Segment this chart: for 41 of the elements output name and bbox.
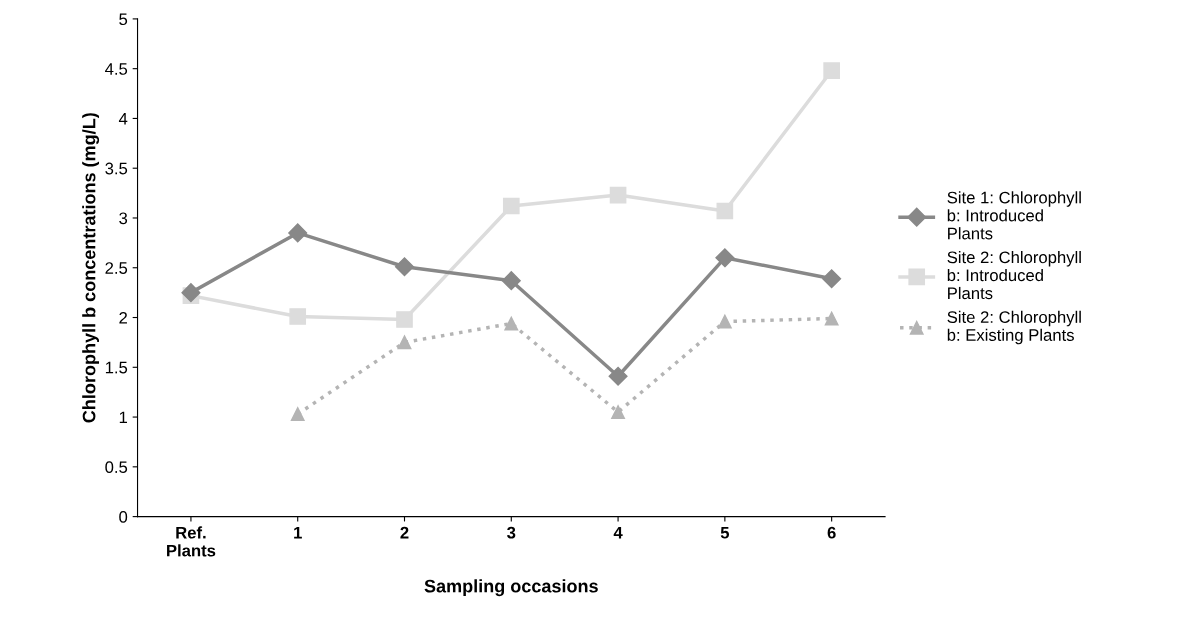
x-tick-label: 6 — [827, 526, 836, 539]
y-tick-label: 2 — [119, 311, 127, 324]
point — [824, 311, 839, 326]
x-tick-label: 1 — [294, 526, 302, 539]
x-tick-label: 3 — [507, 526, 516, 539]
y-tick-label: 0 — [119, 511, 128, 523]
legend-label: Site 2: Chlorophyll b: Existing Plants — [947, 310, 1081, 345]
legend-label: Site 1: Chlorophyll b: Introduced Plants — [947, 191, 1081, 240]
point — [823, 62, 840, 79]
point — [502, 197, 520, 215]
y-tick-label: 5 — [119, 13, 128, 26]
point — [289, 308, 307, 325]
x-tick-label: 2 — [400, 526, 409, 539]
legend-label: Site 2: Chlorophyll b: Introduced Plants — [947, 251, 1081, 300]
y-tick-label: 1 — [119, 411, 128, 424]
y-tick-label: 3 — [119, 212, 128, 225]
point — [396, 311, 413, 328]
point — [394, 257, 415, 277]
point — [608, 366, 628, 386]
point — [504, 316, 519, 331]
x-tick-label: Ref. Plants — [167, 526, 216, 557]
y-tick-label: 2.5 — [105, 262, 128, 274]
y-tick-label: 0.5 — [105, 461, 128, 474]
y-tick-label: 4 — [118, 113, 128, 125]
x-axis-title: Sampling occasions — [424, 579, 598, 597]
point — [822, 269, 842, 289]
point — [716, 202, 734, 220]
y-axis-title: Chlorophyll b concentrations (mg/L) — [82, 113, 100, 423]
y-tick-label: 4.5 — [105, 63, 128, 75]
point — [611, 405, 626, 420]
point — [501, 271, 521, 291]
point — [397, 335, 412, 350]
x-tick-label: 4 — [613, 526, 623, 539]
y-tick-label: 1.5 — [105, 361, 128, 374]
point — [290, 407, 305, 422]
point — [609, 186, 627, 204]
point — [715, 248, 735, 268]
point — [717, 314, 732, 329]
y-tick-label: 3.5 — [105, 162, 128, 175]
x-tick-label: 5 — [720, 526, 730, 539]
point — [288, 223, 308, 243]
